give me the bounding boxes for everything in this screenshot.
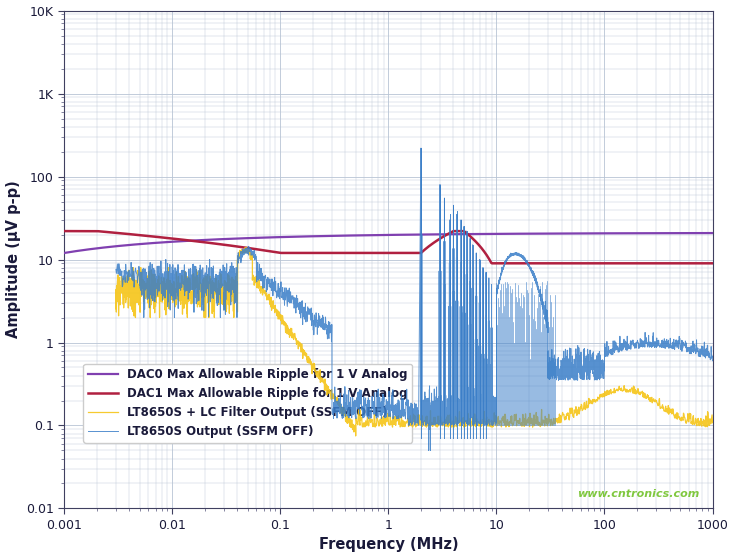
DAC1 Max Allowable Ripple for 1 V Analog bbox=[566, 260, 575, 267]
LT8650S + LC Filter Output (SSFM OFF) bbox=[708, 419, 717, 426]
LT8650S + LC Filter Output (SSFM OFF) bbox=[352, 432, 360, 439]
DAC1 Max Allowable Ripple for 1 V Analog bbox=[322, 249, 331, 256]
DAC0 Max Allowable Ripple for 1 V Analog bbox=[548, 230, 557, 237]
DAC0 Max Allowable Ripple for 1 V Analog bbox=[353, 232, 362, 239]
DAC1 Max Allowable Ripple for 1 V Analog bbox=[487, 260, 496, 267]
DAC1 Max Allowable Ripple for 1 V Analog bbox=[578, 260, 586, 267]
LT8650S Output (SSFM OFF) bbox=[224, 273, 233, 280]
Line: DAC0 Max Allowable Ripple for 1 V Analog: DAC0 Max Allowable Ripple for 1 V Analog bbox=[65, 233, 713, 253]
LT8650S Output (SSFM OFF) bbox=[214, 300, 222, 306]
DAC0 Max Allowable Ripple for 1 V Analog bbox=[493, 230, 501, 237]
Legend: DAC0 Max Allowable Ripple for 1 V Analog, DAC1 Max Allowable Ripple for 1 V Anal: DAC0 Max Allowable Ripple for 1 V Analog… bbox=[83, 364, 413, 443]
LT8650S + LC Filter Output (SSFM OFF) bbox=[584, 403, 593, 410]
LT8650S + LC Filter Output (SSFM OFF) bbox=[120, 292, 128, 299]
DAC0 Max Allowable Ripple for 1 V Analog bbox=[227, 235, 236, 242]
LT8650S Output (SSFM OFF) bbox=[619, 336, 628, 343]
DAC0 Max Allowable Ripple for 1 V Analog bbox=[175, 238, 184, 244]
LT8650S + LC Filter Output (SSFM OFF) bbox=[393, 417, 401, 424]
X-axis label: Frequency (MHz): Frequency (MHz) bbox=[319, 537, 458, 552]
LT8650S + LC Filter Output (SSFM OFF) bbox=[241, 244, 250, 251]
LT8650S Output (SSFM OFF) bbox=[515, 252, 523, 259]
LT8650S Output (SSFM OFF) bbox=[112, 266, 120, 273]
LT8650S Output (SSFM OFF) bbox=[436, 405, 445, 412]
Y-axis label: Amplitude (μV p-p): Amplitude (μV p-p) bbox=[6, 181, 21, 338]
Line: LT8650S Output (SSFM OFF): LT8650S Output (SSFM OFF) bbox=[116, 148, 713, 450]
LT8650S + LC Filter Output (SSFM OFF) bbox=[570, 407, 578, 413]
DAC1 Max Allowable Ripple for 1 V Analog bbox=[708, 260, 717, 267]
DAC1 Max Allowable Ripple for 1 V Analog bbox=[506, 260, 515, 267]
LT8650S Output (SSFM OFF) bbox=[114, 271, 123, 277]
DAC1 Max Allowable Ripple for 1 V Analog bbox=[60, 228, 69, 234]
LT8650S + LC Filter Output (SSFM OFF) bbox=[514, 417, 523, 424]
DAC0 Max Allowable Ripple for 1 V Analog bbox=[60, 249, 69, 256]
LT8650S Output (SSFM OFF) bbox=[424, 447, 433, 454]
LT8650S + LC Filter Output (SSFM OFF) bbox=[112, 305, 120, 312]
LT8650S Output (SSFM OFF) bbox=[708, 357, 717, 364]
Line: DAC1 Max Allowable Ripple for 1 V Analog: DAC1 Max Allowable Ripple for 1 V Analog bbox=[65, 231, 713, 263]
Text: www.cntronics.com: www.cntronics.com bbox=[577, 488, 700, 498]
DAC1 Max Allowable Ripple for 1 V Analog bbox=[346, 249, 355, 256]
DAC0 Max Allowable Ripple for 1 V Analog bbox=[708, 230, 717, 237]
Line: LT8650S + LC Filter Output (SSFM OFF): LT8650S + LC Filter Output (SSFM OFF) bbox=[116, 247, 713, 436]
DAC0 Max Allowable Ripple for 1 V Analog bbox=[442, 231, 451, 238]
LT8650S Output (SSFM OFF) bbox=[417, 145, 426, 151]
DAC1 Max Allowable Ripple for 1 V Analog bbox=[126, 231, 135, 238]
LT8650S + LC Filter Output (SSFM OFF) bbox=[545, 418, 553, 425]
